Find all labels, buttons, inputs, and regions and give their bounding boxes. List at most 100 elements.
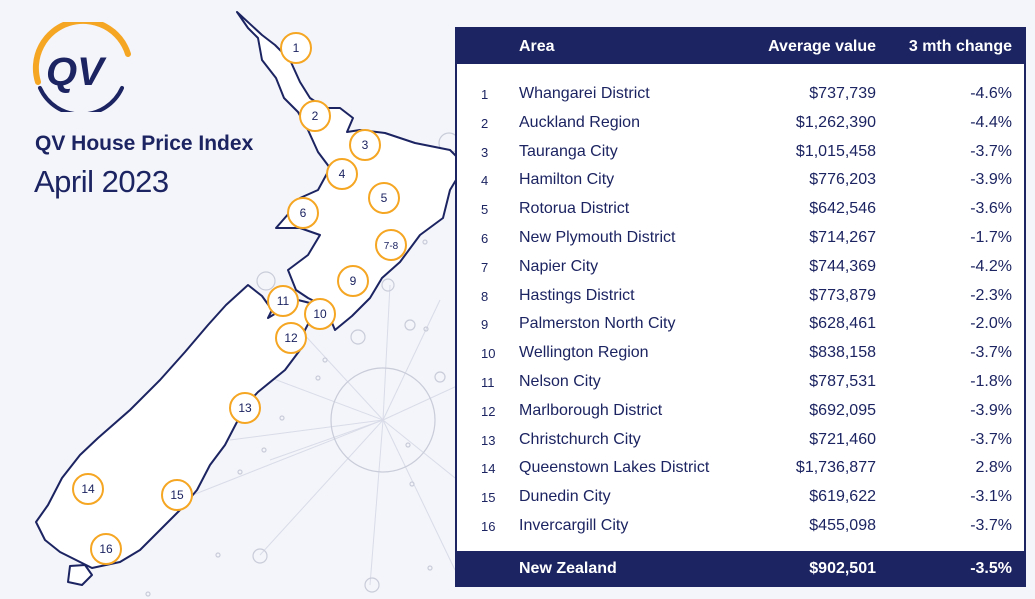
table-row: 5 Rotorua District $642,546 -3.6% bbox=[457, 179, 1024, 217]
table-row: 10 Wellington Region $838,158 -3.7% bbox=[457, 323, 1024, 361]
row-number: 7 bbox=[481, 259, 489, 275]
row-change: -3.7% bbox=[970, 517, 1012, 534]
map-marker: 4 bbox=[326, 158, 358, 190]
map-marker-circle bbox=[326, 158, 358, 190]
stewart-island-shape bbox=[67, 564, 93, 586]
row-change: -4.4% bbox=[970, 113, 1012, 131]
map-marker-circle bbox=[375, 229, 407, 261]
row-average-value: $787,531 bbox=[809, 373, 876, 390]
row-average-value: $838,158 bbox=[809, 344, 876, 362]
row-average-value: $721,460 bbox=[809, 430, 876, 448]
map-marker-circle bbox=[72, 473, 104, 505]
row-change: -3.9% bbox=[970, 171, 1012, 189]
map-marker: 9 bbox=[337, 265, 369, 297]
map-marker: 6 bbox=[287, 197, 319, 229]
row-change: -2.3% bbox=[970, 286, 1012, 304]
row-number: 8 bbox=[481, 288, 489, 304]
map-marker: 1 bbox=[280, 32, 312, 64]
row-change: -3.7% bbox=[970, 344, 1012, 362]
map-marker-label: 9 bbox=[350, 274, 357, 288]
map-marker-label: 16 bbox=[99, 542, 113, 556]
map-marker-label: 4 bbox=[339, 167, 346, 181]
row-number: 13 bbox=[481, 432, 496, 448]
map-marker-circle bbox=[280, 32, 312, 64]
row-number: 1 bbox=[481, 87, 489, 102]
price-table: Area Average value 3 mth change 1 Whangar… bbox=[455, 27, 1026, 587]
map-marker-circle bbox=[349, 129, 381, 161]
row-change: -3.7% bbox=[970, 142, 1012, 160]
map-marker: 11 bbox=[267, 285, 299, 317]
row-area: Hamilton City bbox=[519, 171, 615, 189]
header-area: Area bbox=[519, 38, 555, 55]
map-marker-circle bbox=[267, 285, 299, 317]
row-area: Nelson City bbox=[519, 373, 601, 390]
map-marker-label: 2 bbox=[312, 109, 319, 123]
map-marker-label: 1 bbox=[293, 41, 300, 55]
table-row: 8 Hastings District $773,879 -2.3% bbox=[457, 266, 1024, 304]
table-row: 12 Marlborough District $692,095 -3.9% bbox=[457, 381, 1024, 419]
map-marker-label: 3 bbox=[362, 138, 369, 152]
row-average-value: $737,739 bbox=[809, 85, 876, 102]
map-marker-circle bbox=[90, 533, 122, 565]
row-number: 2 bbox=[481, 115, 489, 131]
map-marker: 14 bbox=[72, 473, 104, 505]
row-number: 14 bbox=[481, 461, 496, 477]
row-change: 2.8% bbox=[975, 459, 1012, 477]
map-marker-label: 12 bbox=[284, 331, 298, 345]
table-footer: New Zealand $902,501 -3.5% bbox=[457, 551, 1024, 585]
row-change: -4.2% bbox=[970, 257, 1012, 275]
header-change: 3 mth change bbox=[908, 38, 1012, 55]
map-marker: 2 bbox=[299, 100, 331, 132]
page-subtitle: April 2023 bbox=[34, 164, 169, 199]
row-area: Palmerston North City bbox=[519, 315, 676, 333]
map-marker: 5 bbox=[368, 182, 400, 214]
row-number: 10 bbox=[481, 346, 496, 362]
row-change: -1.7% bbox=[970, 229, 1012, 246]
footer-average-value: $902,501 bbox=[809, 560, 876, 577]
map-marker: 13 bbox=[229, 392, 261, 424]
row-change: -3.9% bbox=[970, 401, 1012, 419]
map-marker-label: 5 bbox=[381, 191, 388, 205]
row-average-value: $714,267 bbox=[809, 229, 876, 246]
map-marker: 16 bbox=[90, 533, 122, 565]
table-header: Area Average value 3 mth change bbox=[457, 29, 1024, 64]
map-marker-circle bbox=[368, 182, 400, 214]
row-area: Dunedin City bbox=[519, 488, 611, 506]
map-marker: 7-8 bbox=[375, 229, 407, 261]
row-number: 9 bbox=[481, 317, 489, 333]
row-change: -3.7% bbox=[970, 430, 1012, 448]
row-change: -4.6% bbox=[970, 85, 1012, 102]
row-average-value: $1,015,458 bbox=[795, 142, 876, 160]
row-area: Wellington Region bbox=[519, 344, 649, 362]
row-area: Hastings District bbox=[519, 286, 635, 304]
row-number: 15 bbox=[481, 490, 496, 506]
map-marker: 15 bbox=[161, 479, 193, 511]
row-area: Invercargill City bbox=[519, 517, 629, 534]
row-number: 16 bbox=[481, 519, 496, 534]
map-marker-circle bbox=[299, 100, 331, 132]
footer-change: -3.5% bbox=[970, 560, 1012, 577]
page-title: QV House Price Index bbox=[35, 132, 254, 155]
table-row: 13 Christchurch City $721,460 -3.7% bbox=[457, 410, 1024, 448]
map-marker-label: 11 bbox=[277, 294, 290, 308]
table-row: 2 Auckland Region $1,262,390 -4.4% bbox=[457, 93, 1024, 131]
row-average-value: $776,203 bbox=[809, 171, 876, 189]
qv-logo: QV bbox=[32, 22, 131, 112]
row-area: Napier City bbox=[519, 257, 599, 275]
row-area: Tauranga City bbox=[519, 142, 618, 160]
south-island-shape bbox=[35, 284, 319, 569]
map-marker-circle bbox=[337, 265, 369, 297]
map-marker-label: 13 bbox=[238, 401, 252, 415]
row-area: Queenstown Lakes District bbox=[519, 459, 710, 477]
map-marker: 3 bbox=[349, 129, 381, 161]
row-average-value: $1,262,390 bbox=[795, 113, 876, 131]
table-row: 16 Invercargill City $455,098 -3.7% bbox=[457, 496, 1024, 534]
row-area: Auckland Region bbox=[519, 113, 640, 131]
row-number: 5 bbox=[481, 202, 489, 218]
table-row: 15 Dunedin City $619,622 -3.1% bbox=[457, 467, 1024, 505]
row-average-value: $773,879 bbox=[809, 286, 876, 304]
table-row: 3 Tauranga City $1,015,458 -3.7% bbox=[457, 122, 1024, 160]
row-change: -2.0% bbox=[970, 315, 1012, 333]
